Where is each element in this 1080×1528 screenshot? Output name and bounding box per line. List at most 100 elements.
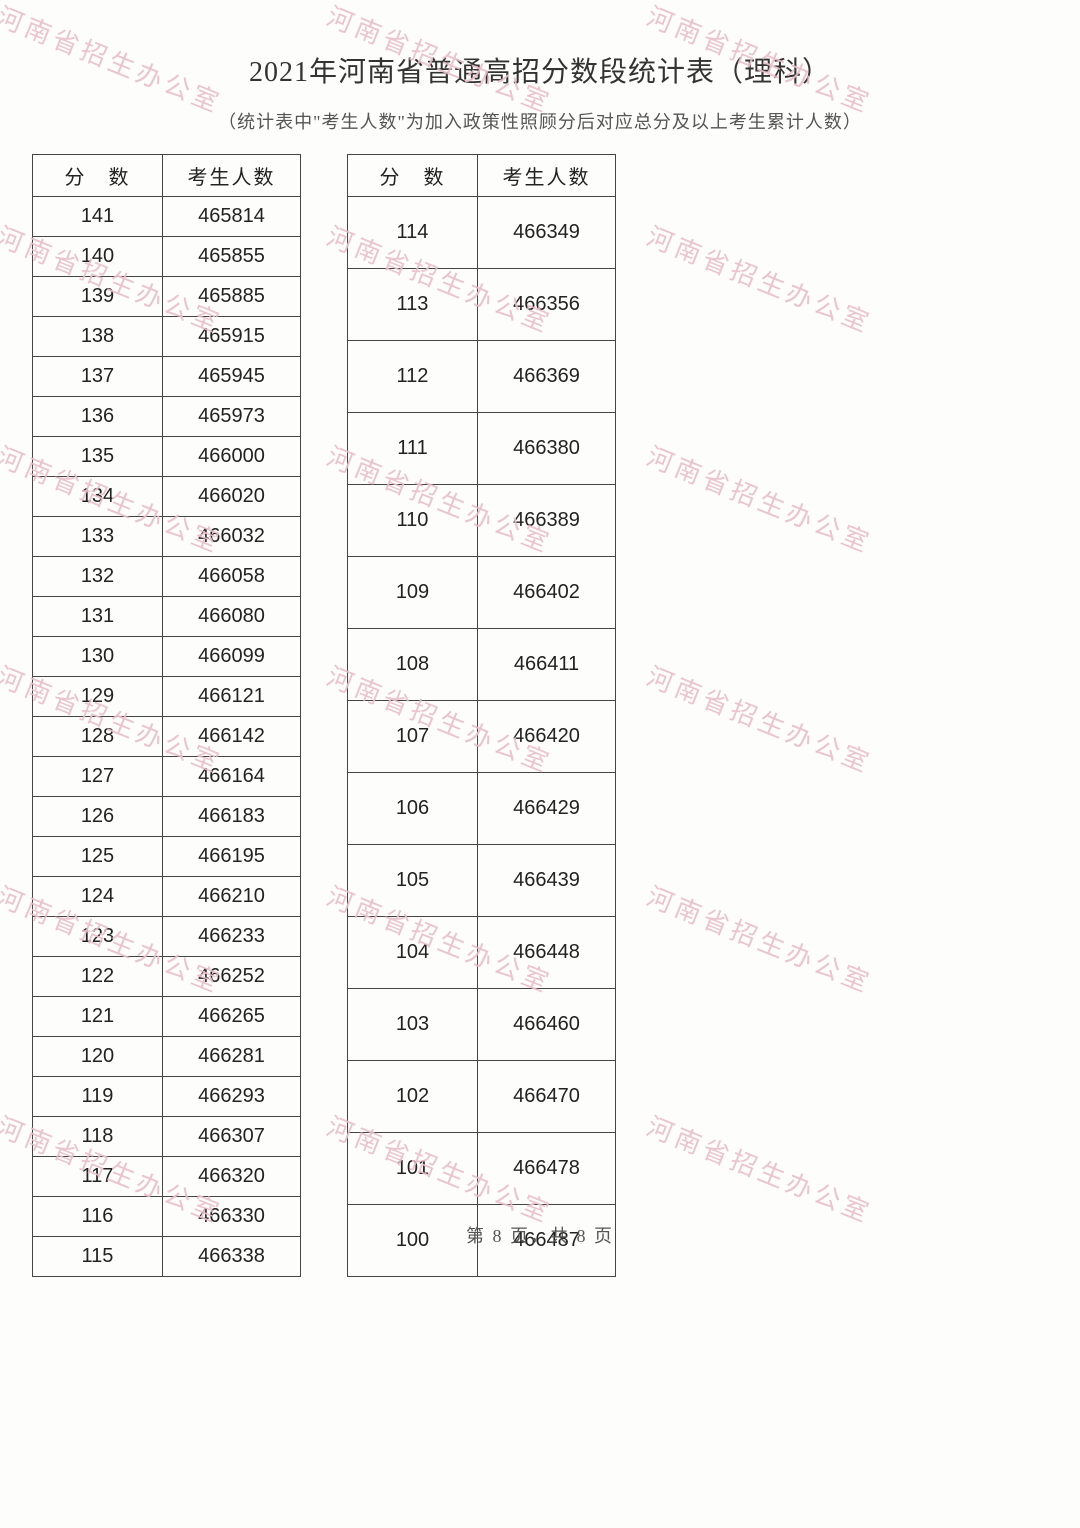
cell-count: 466349 [478,197,616,269]
table-row: 124466210 [33,877,301,917]
cell-score: 104 [348,917,478,989]
table-row: 140465855 [33,237,301,277]
cell-score: 132 [33,557,163,597]
cell-count: 466265 [163,997,301,1037]
cell-count: 466210 [163,877,301,917]
table-row: 139465885 [33,277,301,317]
cell-count: 466164 [163,757,301,797]
cell-count: 466121 [163,677,301,717]
cell-count: 466058 [163,557,301,597]
table-row: 112466369 [348,341,616,413]
table-row: 117466320 [33,1157,301,1197]
cell-score: 114 [348,197,478,269]
cell-score: 137 [33,357,163,397]
table-row: 121466265 [33,997,301,1037]
cell-score: 113 [348,269,478,341]
cell-count: 466183 [163,797,301,837]
cell-count: 465814 [163,197,301,237]
col-header-count: 考生人数 [478,155,616,197]
cell-count: 466233 [163,917,301,957]
cell-count: 466080 [163,597,301,637]
table-row: 125466195 [33,837,301,877]
page-subtitle: （统计表中"考生人数"为加入政策性照顾分后对应总分及以上考生累计人数） [30,108,1050,134]
cell-count: 466402 [478,557,616,629]
table-row: 102466470 [348,1061,616,1133]
table-row: 113466356 [348,269,616,341]
cell-score: 133 [33,517,163,557]
cell-score: 105 [348,845,478,917]
table-row: 123466233 [33,917,301,957]
cell-count: 466411 [478,629,616,701]
col-header-score: 分 数 [33,155,163,197]
table-row: 114466349 [348,197,616,269]
cell-count: 466032 [163,517,301,557]
cell-score: 111 [348,413,478,485]
table-row: 109466402 [348,557,616,629]
table-row: 122466252 [33,957,301,997]
tables-container: 分 数 考生人数 1414658141404658551394658851384… [30,154,1050,1277]
table-row: 130466099 [33,637,301,677]
table-row: 138465915 [33,317,301,357]
cell-score: 117 [33,1157,163,1197]
cell-score: 131 [33,597,163,637]
cell-count: 466420 [478,701,616,773]
cell-score: 108 [348,629,478,701]
cell-score: 126 [33,797,163,837]
cell-score: 128 [33,717,163,757]
table-row: 131466080 [33,597,301,637]
cell-score: 141 [33,197,163,237]
cell-count: 466448 [478,917,616,989]
table-row: 136465973 [33,397,301,437]
table-row: 127466164 [33,757,301,797]
cell-score: 110 [348,485,478,557]
cell-score: 109 [348,557,478,629]
cell-score: 101 [348,1133,478,1205]
table-row: 133466032 [33,517,301,557]
col-header-count: 考生人数 [163,155,301,197]
cell-score: 106 [348,773,478,845]
table-header-row: 分 数 考生人数 [348,155,616,197]
cell-count: 465945 [163,357,301,397]
cell-score: 140 [33,237,163,277]
cell-count: 466356 [478,269,616,341]
table-row: 126466183 [33,797,301,837]
cell-count: 466470 [478,1061,616,1133]
cell-score: 112 [348,341,478,413]
cell-count: 466320 [163,1157,301,1197]
cell-count: 466460 [478,989,616,1061]
table-row: 105466439 [348,845,616,917]
cell-count: 466293 [163,1077,301,1117]
cell-score: 102 [348,1061,478,1133]
cell-count: 465885 [163,277,301,317]
cell-count: 465915 [163,317,301,357]
cell-score: 123 [33,917,163,957]
cell-score: 127 [33,757,163,797]
cell-score: 118 [33,1117,163,1157]
cell-score: 124 [33,877,163,917]
cell-score: 130 [33,637,163,677]
table-row: 119466293 [33,1077,301,1117]
col-header-score: 分 数 [348,155,478,197]
cell-count: 466307 [163,1117,301,1157]
score-table-left: 分 数 考生人数 1414658141404658551394658851384… [32,154,301,1277]
table-row: 141465814 [33,197,301,237]
table-row: 135466000 [33,437,301,477]
table-row: 137465945 [33,357,301,397]
table-row: 129466121 [33,677,301,717]
cell-count: 466389 [478,485,616,557]
cell-count: 466281 [163,1037,301,1077]
table-row: 106466429 [348,773,616,845]
table-header-row: 分 数 考生人数 [33,155,301,197]
cell-count: 465855 [163,237,301,277]
page-title: 2021年河南省普通高招分数段统计表（理科） [30,50,1050,90]
cell-score: 121 [33,997,163,1037]
cell-count: 466369 [478,341,616,413]
cell-count: 466142 [163,717,301,757]
cell-score: 119 [33,1077,163,1117]
cell-count: 466195 [163,837,301,877]
table-row: 104466448 [348,917,616,989]
cell-count: 465973 [163,397,301,437]
table-row: 134466020 [33,477,301,517]
cell-count: 466000 [163,437,301,477]
cell-score: 135 [33,437,163,477]
